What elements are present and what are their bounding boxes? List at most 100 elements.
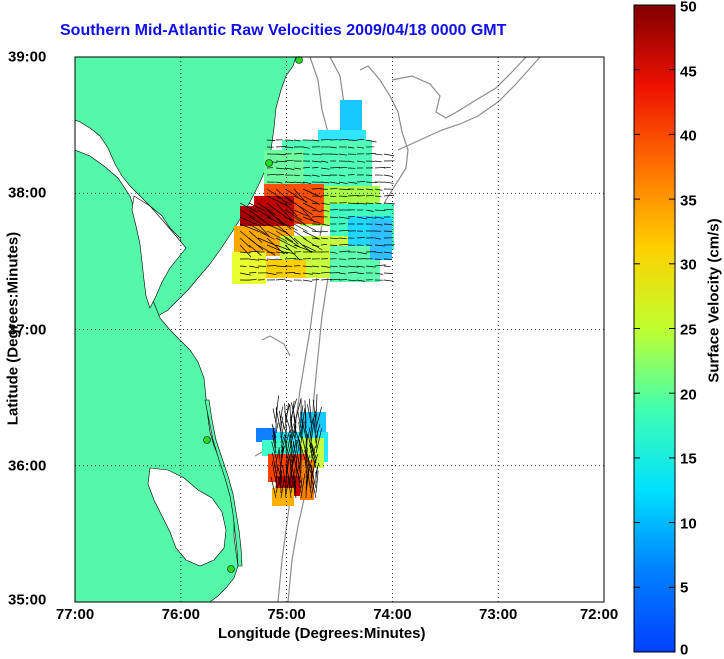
velocity-vector	[266, 258, 277, 261]
velocity-vector	[374, 244, 385, 247]
velocity-vector	[383, 223, 393, 225]
velocity-vector	[272, 452, 277, 474]
velocity-vector	[284, 167, 295, 170]
colorbar	[633, 4, 676, 653]
velocity-vector	[239, 251, 251, 254]
velocity-vector	[280, 445, 284, 469]
velocity-vector	[248, 279, 257, 281]
velocity-vector	[356, 272, 365, 274]
velocity-vector	[266, 223, 286, 233]
velocity-vector	[338, 265, 348, 268]
velocity-vector	[293, 181, 305, 184]
velocity-vector	[383, 166, 391, 169]
velocity-vector	[280, 436, 284, 449]
velocity-vector	[310, 418, 313, 434]
velocity-vector	[284, 279, 293, 282]
colorbar-tick-label: 20	[680, 386, 697, 404]
station-marker	[227, 565, 235, 573]
velocity-vector	[347, 202, 359, 205]
velocity-vector	[374, 195, 382, 198]
velocity-vector	[275, 475, 278, 489]
colorbar-tick-label: 35	[680, 192, 697, 210]
velocity-vector	[383, 181, 394, 184]
velocity-vector	[270, 476, 277, 499]
velocity-vector	[248, 230, 263, 243]
velocity-vector	[383, 230, 393, 232]
velocity-vector	[285, 434, 291, 459]
velocity-vector	[311, 188, 322, 190]
velocity-vector	[292, 408, 297, 429]
velocity-vector	[285, 429, 291, 444]
map-title: Southern Mid-Atlantic Raw Velocities 200…	[60, 22, 507, 39]
velocity-vector	[285, 441, 288, 454]
velocity-vector	[275, 457, 277, 469]
velocity-vector	[374, 264, 386, 267]
velocity-vector	[374, 272, 384, 275]
velocity-vector	[374, 209, 386, 212]
velocity-vector	[302, 223, 317, 232]
velocity-vector	[320, 209, 330, 212]
velocity-vector	[280, 406, 283, 419]
velocity-vector	[315, 470, 319, 494]
velocity-vector	[329, 251, 338, 254]
velocity-vector	[356, 251, 368, 255]
velocity-vector	[311, 244, 320, 247]
velocity-vector	[347, 146, 355, 149]
velocity-vector	[284, 244, 301, 261]
velocity-vector	[266, 230, 287, 242]
velocity-vector	[311, 237, 320, 240]
velocity-vector	[293, 480, 297, 494]
velocity-vector	[313, 418, 317, 444]
velocity-vector	[275, 188, 294, 205]
velocity-vector	[272, 426, 277, 444]
velocity-vector	[320, 271, 331, 274]
velocity-vector	[239, 223, 259, 232]
velocity-vector	[374, 153, 383, 156]
x-tick-label: 73:00	[479, 606, 518, 623]
velocity-vector	[275, 475, 281, 494]
velocity-vector	[295, 442, 298, 454]
y-tick-label: 36:00	[8, 457, 47, 475]
velocity-vector	[248, 265, 260, 269]
velocity-vector	[257, 202, 276, 216]
velocity-vector	[297, 456, 302, 479]
velocity-vector	[290, 439, 297, 464]
velocity-vector	[290, 417, 292, 439]
velocity-vector	[293, 139, 301, 142]
velocity-vector	[356, 279, 366, 282]
velocity-vector	[275, 209, 293, 222]
velocity-vector	[315, 430, 319, 449]
velocity-vector	[295, 397, 302, 419]
velocity-vector	[266, 139, 276, 141]
velocity-vector	[266, 195, 288, 206]
velocity-vector	[311, 443, 317, 459]
velocity-vector	[300, 408, 306, 434]
velocity-vector	[347, 160, 355, 163]
velocity-vector	[266, 209, 284, 225]
velocity-vector	[280, 425, 284, 444]
outer-banks	[204, 399, 243, 567]
velocity-vector	[374, 216, 384, 219]
velocity-vector	[239, 209, 256, 219]
velocity-vector	[311, 160, 322, 163]
velocity-vector	[338, 244, 349, 246]
velocity-vector	[284, 202, 298, 217]
velocity-vector	[329, 265, 338, 268]
velocity-vector	[275, 146, 287, 148]
velocity-vector	[347, 265, 359, 268]
velocity-vector	[293, 244, 314, 253]
x-axis-label: Longitude (Degrees:Minutes)	[218, 625, 426, 642]
velocity-vector	[280, 467, 282, 494]
velocity-vector	[290, 458, 292, 484]
velocity-vector	[329, 181, 340, 185]
pamlico-sound	[147, 467, 227, 567]
velocity-vector	[347, 194, 359, 197]
velocity-vector	[285, 402, 289, 424]
velocity-vector	[310, 422, 315, 444]
y-tick-label: 37:00	[8, 321, 47, 338]
velocity-vector	[311, 202, 319, 205]
velocity-vector	[266, 244, 288, 255]
velocity-vector	[290, 429, 293, 454]
velocity-vector	[320, 237, 328, 240]
velocity-vector	[310, 445, 314, 459]
